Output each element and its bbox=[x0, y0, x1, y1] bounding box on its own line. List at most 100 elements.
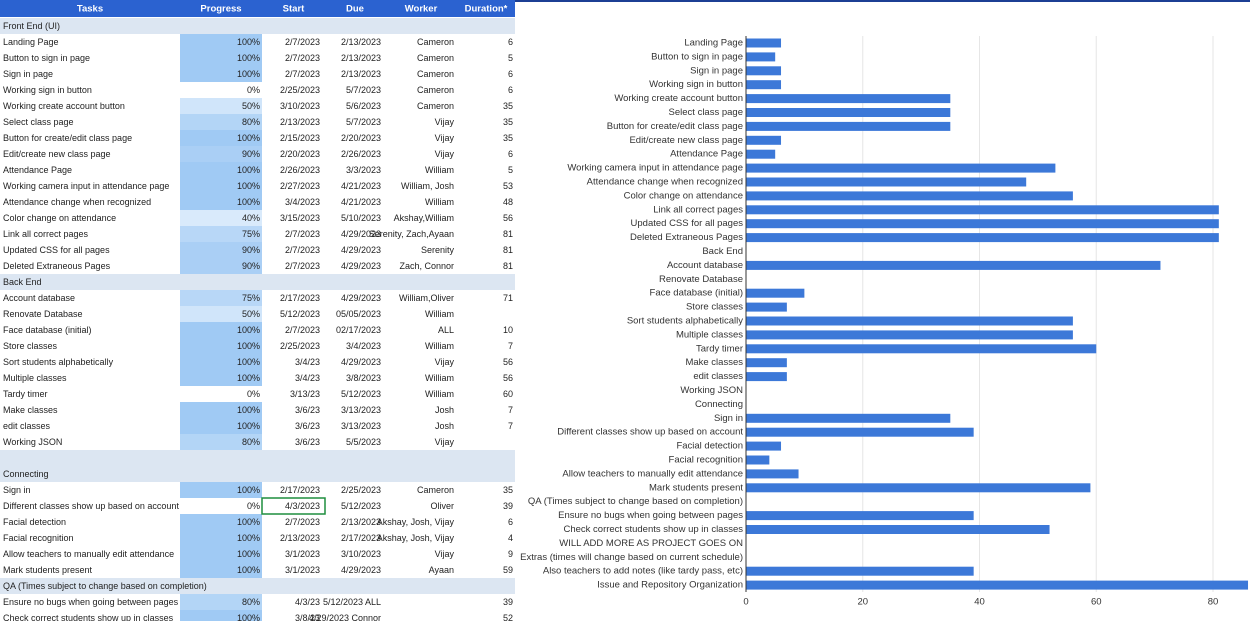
progress-cell bbox=[180, 338, 262, 354]
bar bbox=[746, 135, 782, 145]
bar bbox=[746, 580, 1249, 590]
y-tick-label: Select class page bbox=[669, 107, 743, 118]
progress-cell bbox=[180, 514, 262, 530]
cell: Facial detection bbox=[3, 517, 66, 527]
cell: Ensure no bugs when going between pages bbox=[3, 597, 179, 607]
column-header: Worker bbox=[405, 4, 438, 15]
cell: 100% bbox=[237, 53, 260, 63]
cell: 7 bbox=[508, 341, 513, 351]
cell: William bbox=[425, 309, 454, 319]
progress-cell bbox=[180, 146, 262, 162]
y-tick-label: Store classes bbox=[686, 302, 743, 313]
bar bbox=[746, 427, 974, 437]
cell: 5/5/2023 bbox=[346, 437, 381, 447]
y-tick-label: Sign in bbox=[714, 413, 743, 424]
bar bbox=[746, 94, 951, 104]
y-tick-label: Working create account button bbox=[614, 93, 743, 104]
bar bbox=[746, 344, 1097, 354]
bar bbox=[746, 177, 1027, 187]
progress-cell bbox=[180, 210, 262, 226]
cell: 3/10/2023 bbox=[341, 549, 381, 559]
cell: 2/17/2023 bbox=[341, 533, 381, 543]
section-row bbox=[0, 466, 515, 482]
bar bbox=[746, 288, 805, 298]
cell: 3/4/2023 bbox=[285, 197, 320, 207]
cell: Sign in bbox=[3, 485, 31, 495]
cell: 100% bbox=[237, 37, 260, 47]
cell: Link all correct pages bbox=[3, 229, 89, 239]
cell: 2/13/2023 bbox=[341, 517, 381, 527]
y-tick-label: Updated CSS for all pages bbox=[631, 218, 744, 229]
cell: Akshay, Josh, Vijay bbox=[377, 533, 455, 543]
bar bbox=[746, 566, 974, 576]
y-tick-label: Mark students present bbox=[649, 482, 743, 493]
cell: 81 bbox=[503, 261, 513, 271]
cell: Zach, Connor bbox=[399, 261, 454, 271]
progress-cell bbox=[180, 610, 262, 621]
bar bbox=[746, 233, 1219, 243]
cell: 2/20/2023 bbox=[341, 133, 381, 143]
cell: 3/13/2023 bbox=[341, 421, 381, 431]
cell: Button for create/edit class page bbox=[3, 133, 132, 143]
cell: Serenity, Zach,Ayaan bbox=[369, 229, 454, 239]
cell: Working JSON bbox=[3, 437, 62, 447]
cell: 60 bbox=[503, 389, 513, 399]
progress-cell bbox=[180, 418, 262, 434]
bar bbox=[746, 455, 770, 465]
cell: 3/1/2023 bbox=[285, 565, 320, 575]
cell: Attendance change when recognized bbox=[3, 197, 151, 207]
bar bbox=[746, 80, 782, 90]
cell: 4/3/2023 bbox=[285, 501, 320, 511]
cell: 100% bbox=[237, 613, 260, 621]
cell: 2/13/2023 bbox=[280, 117, 320, 127]
cell: Mark students present bbox=[3, 565, 93, 575]
y-tick-label: Working camera input in attendance page bbox=[567, 163, 743, 174]
bar bbox=[746, 163, 1056, 173]
progress-cell bbox=[180, 546, 262, 562]
cell: Working sign in button bbox=[3, 85, 92, 95]
bar bbox=[746, 66, 782, 76]
cell: Vijay bbox=[435, 149, 455, 159]
cell: Cameron bbox=[417, 485, 454, 495]
bar bbox=[746, 469, 799, 479]
column-header: Start bbox=[283, 4, 305, 15]
cell: 100% bbox=[237, 405, 260, 415]
cell: William bbox=[425, 389, 454, 399]
bar bbox=[746, 413, 951, 423]
cell: William,Oliver bbox=[399, 293, 454, 303]
cell: William bbox=[425, 373, 454, 383]
cell: 75% bbox=[242, 293, 260, 303]
cell: 2/7/2023 bbox=[285, 37, 320, 47]
progress-cell bbox=[180, 530, 262, 546]
cell: 4/29/2023 Connor bbox=[309, 613, 381, 621]
progress-cell bbox=[180, 258, 262, 274]
cell: Vijay bbox=[435, 133, 455, 143]
cell: 5/6/2023 bbox=[346, 101, 381, 111]
cell: 5/12/2023 bbox=[280, 309, 320, 319]
cell: 2/17/2023 bbox=[280, 293, 320, 303]
progress-cell bbox=[180, 114, 262, 130]
cell: 56 bbox=[503, 373, 513, 383]
progress-cell bbox=[180, 194, 262, 210]
column-header: Due bbox=[346, 4, 364, 15]
y-tick-label: Sort students alphabetically bbox=[627, 316, 743, 327]
cell: 5/12/2023 bbox=[341, 501, 381, 511]
bar bbox=[746, 191, 1073, 201]
cell: 100% bbox=[237, 197, 260, 207]
y-tick-label: Attendance Page bbox=[670, 149, 743, 160]
cell: 4/29/2023 bbox=[341, 261, 381, 271]
cell: William bbox=[425, 165, 454, 175]
cell: Multiple classes bbox=[3, 373, 67, 383]
bar bbox=[746, 149, 776, 159]
cell: 4 bbox=[508, 533, 513, 543]
y-tick-label: Landing Page bbox=[684, 38, 743, 49]
cell: 35 bbox=[503, 485, 513, 495]
cell: 3/6/23 bbox=[295, 405, 320, 415]
cell: 100% bbox=[237, 357, 260, 367]
section-row bbox=[0, 578, 515, 594]
bar-chart: 0 20 40 60 80 Landing Page Button to sign in p… bbox=[520, 36, 1249, 608]
cell: 100% bbox=[237, 565, 260, 575]
cell: 6 bbox=[508, 85, 513, 95]
y-tick-label: Working sign in button bbox=[649, 79, 743, 90]
y-tick-label: Deleted Extraneous Pages bbox=[630, 232, 743, 243]
